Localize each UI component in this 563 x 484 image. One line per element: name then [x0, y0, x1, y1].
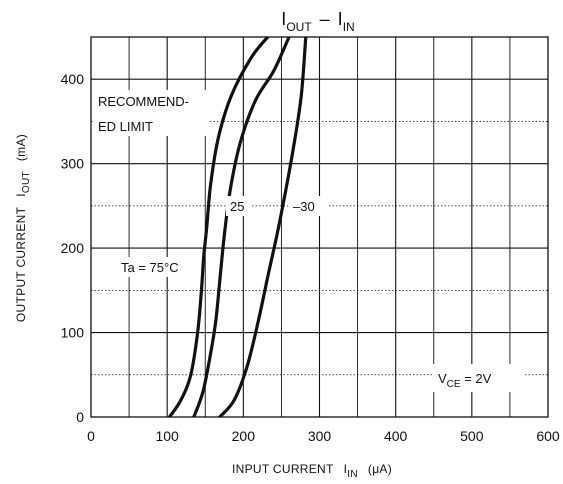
y-tick-label: 200 [61, 240, 85, 256]
x-axis-symbol-sub: IN [347, 469, 358, 480]
x-tick-label: 100 [155, 428, 179, 444]
curve-layer [167, 37, 308, 417]
title-dash: – [320, 9, 330, 29]
title-left-sub: OUT [286, 20, 312, 34]
x-tick-label: 600 [536, 428, 560, 444]
x-tick-label: 200 [232, 428, 256, 444]
vce-label: VCE = 2V [438, 371, 492, 390]
label-25-background [226, 196, 250, 216]
y-axis-label: OUTPUT CURRENT IOUT (mA) [14, 134, 32, 322]
vce-main: V [438, 371, 447, 386]
y-tick-label: 400 [61, 71, 85, 87]
y-axis-unit: (mA) [14, 134, 28, 161]
vce-sub: CE [447, 379, 461, 390]
x-axis-symbol-main: I [344, 462, 348, 476]
label-minus30: –30 [293, 199, 315, 214]
y-tick-label: 0 [76, 409, 84, 425]
tick-layer: 0 100 200 300 400 500 600 0 100 200 300 400 [61, 71, 560, 444]
y-axis-text: OUTPUT CURRENT [14, 206, 28, 322]
y-tick-label: 300 [61, 156, 85, 172]
label-minus30-background [288, 196, 328, 216]
chart-title: IOUT – IIN [281, 9, 354, 34]
vce-background [433, 364, 523, 392]
x-tick-label: 500 [460, 428, 484, 444]
x-axis-label: INPUT CURRENT IIN (μA) [232, 462, 392, 480]
x-axis-unit: (μA) [368, 462, 392, 476]
x-tick-label: 0 [87, 428, 95, 444]
x-axis-text: INPUT CURRENT [232, 462, 334, 476]
recommended-limit-line1: RECOMMEND- [98, 94, 189, 109]
y-tick-label: 100 [61, 325, 85, 341]
recommended-limit-line2: ED LIMIT [98, 119, 153, 134]
title-right-main: I [338, 9, 343, 29]
recommended-limit-background [94, 90, 210, 136]
x-tick-label: 300 [308, 428, 332, 444]
vce-value: = 2V [461, 371, 492, 386]
label-75-background [115, 257, 195, 277]
title-left-main: I [281, 9, 286, 29]
plot-frame [90, 36, 549, 418]
curve-3 [218, 37, 308, 417]
x-tick-label: 400 [384, 428, 408, 444]
title-right-sub: IN [343, 20, 355, 34]
y-axis-symbol-sub: OUT [21, 171, 32, 193]
label-75c: Ta = 75°C [121, 260, 179, 275]
label-25: 25 [230, 199, 244, 214]
curve-1 [167, 37, 270, 417]
y-axis-symbol-main: I [14, 193, 28, 197]
curve-2 [192, 37, 291, 417]
